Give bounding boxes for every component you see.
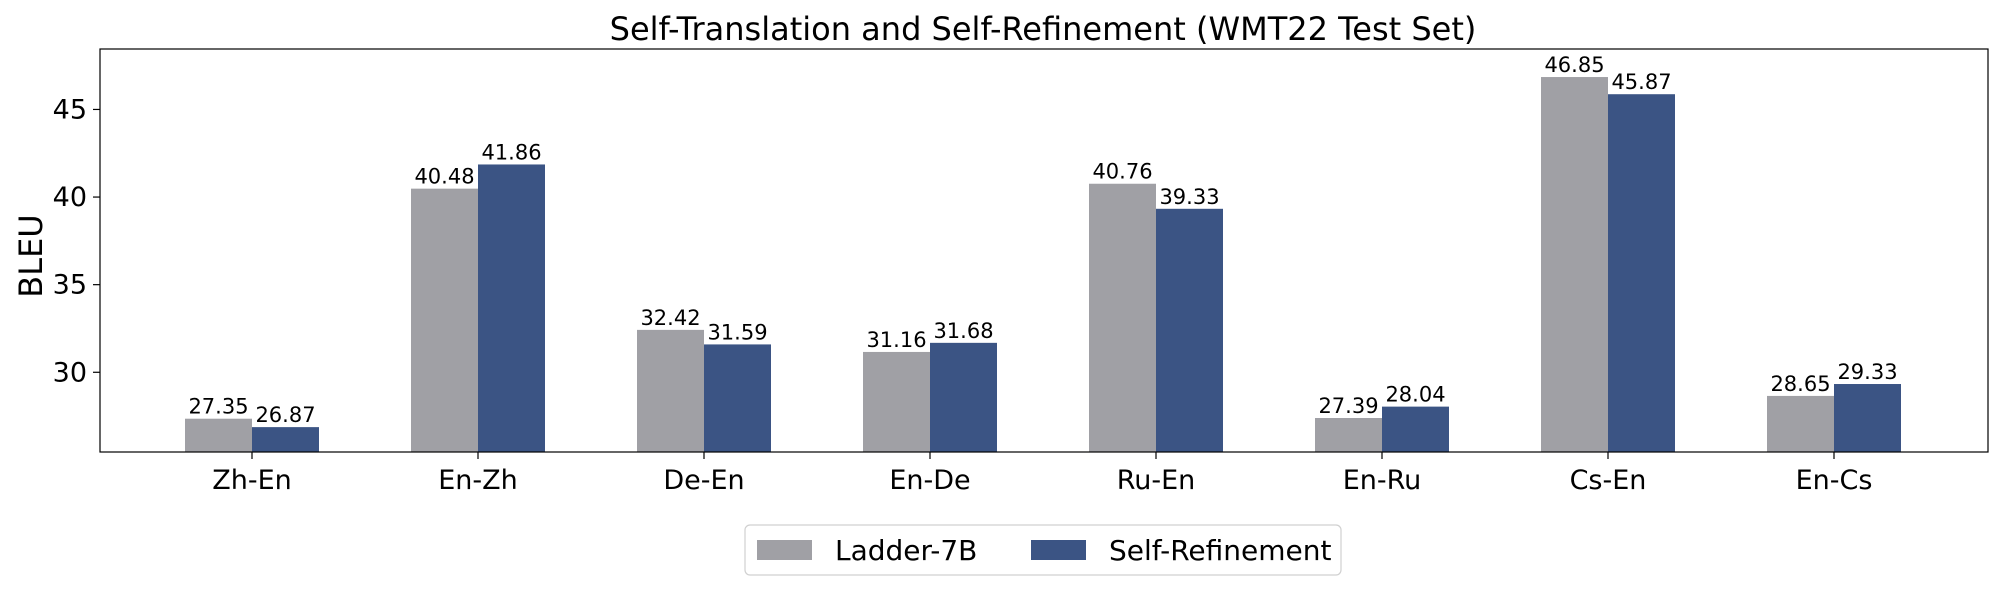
legend-swatch (757, 540, 812, 560)
x-tick-label: Ru-En (1117, 465, 1196, 496)
bar-self-refinement-en-zh (478, 164, 545, 452)
y-tick-label: 35 (53, 270, 87, 301)
x-tick-label: En-De (889, 465, 970, 496)
y-tick-label: 30 (53, 357, 87, 388)
bar-ladder-7b-ru-en (1089, 183, 1156, 452)
y-axis-label: BLEU (12, 214, 50, 297)
bar-self-refinement-ru-en (1156, 208, 1223, 452)
x-tick-label: En-Cs (1796, 465, 1873, 496)
bar-self-refinement-en-de (930, 342, 997, 452)
bar-ladder-7b-de-en (637, 329, 704, 452)
data-label: 28.65 (1770, 372, 1830, 396)
data-label: 40.76 (1092, 160, 1152, 184)
bar-self-refinement-de-en (704, 344, 771, 452)
data-label: 45.87 (1611, 70, 1671, 94)
chart-title: Self-Translation and Self-Refinement (WM… (610, 10, 1477, 48)
bar-self-refinement-en-ru (1382, 406, 1449, 452)
y-tick-label: 45 (53, 94, 87, 125)
x-tick-label: Zh-En (212, 465, 292, 496)
data-label: 46.85 (1544, 53, 1604, 77)
bar-ladder-7b-zh-en (185, 418, 252, 452)
plot-frame (99, 48, 1989, 453)
legend-swatch (1031, 540, 1086, 560)
data-label: 28.04 (1385, 383, 1445, 407)
x-tick-label: En-Zh (438, 465, 518, 496)
x-tick-label: Cs-En (1570, 465, 1647, 496)
data-label: 27.39 (1318, 394, 1378, 418)
data-label: 40.48 (414, 165, 474, 189)
x-tick-label: En-Ru (1343, 465, 1422, 496)
data-label: 32.42 (640, 306, 700, 330)
legend-label: Ladder-7B (835, 534, 977, 567)
data-label: 31.59 (707, 320, 767, 344)
legend-label: Self-Refinement (1109, 534, 1331, 567)
legend: Ladder-7B Self-Refinement (744, 524, 1342, 576)
data-label: 39.33 (1159, 185, 1219, 209)
data-label: 26.87 (255, 403, 315, 427)
bar-ladder-7b-cs-en (1541, 77, 1608, 452)
data-label: 29.33 (1837, 360, 1897, 384)
x-tick-label: De-En (663, 465, 744, 496)
data-label: 41.86 (481, 140, 541, 164)
y-tick-label: 40 (53, 182, 87, 213)
bar-ladder-7b-en-zh (411, 188, 478, 452)
data-label: 27.35 (188, 395, 248, 419)
plot-area: 27.35 40.48 32.42 31.16 40.76 27.39 46.85 28.65… (53, 48, 1989, 496)
bar-self-refinement-zh-en (252, 427, 319, 452)
bar-ladder-7b-en-de (863, 351, 930, 452)
bar-self-refinement-cs-en (1608, 94, 1675, 452)
bar-ladder-7b-en-ru (1315, 418, 1382, 452)
bar-self-refinement-en-cs (1834, 384, 1901, 452)
data-label: 31.16 (866, 328, 926, 352)
data-label: 31.68 (933, 319, 993, 343)
bar-ladder-7b-en-cs (1767, 395, 1834, 452)
